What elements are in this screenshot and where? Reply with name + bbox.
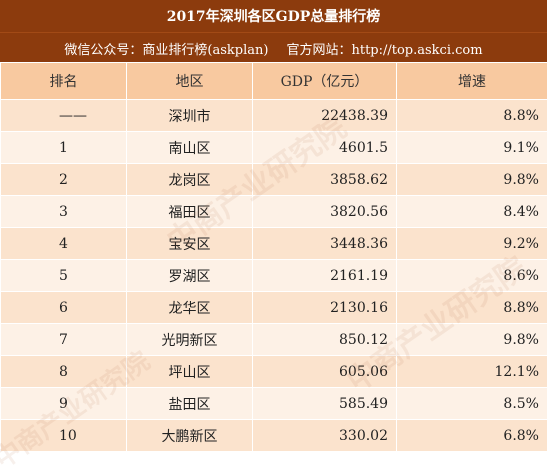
header-growth: 增速 xyxy=(397,63,547,100)
region-cell: 龙岗区 xyxy=(127,164,253,196)
gdp-cell: 3448.36 xyxy=(253,228,397,260)
growth-cell: 9.1% xyxy=(397,132,547,164)
region-cell: 罗湖区 xyxy=(127,260,253,292)
header-gdp: GDP（亿元） xyxy=(253,63,397,100)
region-cell: 光明新区 xyxy=(127,324,253,356)
gdp-table: 排名 地区 GDP（亿元） 增速 —— 深圳市 22438.39 8.8% 1 … xyxy=(0,62,547,452)
table-row: —— 深圳市 22438.39 8.8% xyxy=(1,100,547,132)
gdp-cell: 605.06 xyxy=(253,356,397,388)
header-region: 地区 xyxy=(127,63,253,100)
table-row: 9 盐田区 585.49 8.5% xyxy=(1,388,547,420)
rank-cell: 4 xyxy=(1,228,127,260)
region-cell: 龙华区 xyxy=(127,292,253,324)
region-cell: 南山区 xyxy=(127,132,253,164)
region-cell: 坪山区 xyxy=(127,356,253,388)
gdp-cell: 585.49 xyxy=(253,388,397,420)
growth-cell: 8.5% xyxy=(397,388,547,420)
rank-cell: 1 xyxy=(1,132,127,164)
growth-cell: 8.8% xyxy=(397,292,547,324)
rank-cell: 2 xyxy=(1,164,127,196)
table-row: 5 罗湖区 2161.19 8.6% xyxy=(1,260,547,292)
gdp-cell: 330.02 xyxy=(253,420,397,452)
rank-cell: 8 xyxy=(1,356,127,388)
growth-cell: 6.8% xyxy=(397,420,547,452)
header-rank: 排名 xyxy=(1,63,127,100)
table-row: 4 宝安区 3448.36 9.2% xyxy=(1,228,547,260)
gdp-cell: 3858.62 xyxy=(253,164,397,196)
table-title: 2017年深圳各区GDP总量排行榜 xyxy=(0,0,547,32)
website-text: 官方网站：http://top.askci.com xyxy=(286,39,482,58)
table-row: 10 大鹏新区 330.02 6.8% xyxy=(1,420,547,452)
table-row: 6 龙华区 2130.16 8.8% xyxy=(1,292,547,324)
rank-cell: 7 xyxy=(1,324,127,356)
growth-cell: 12.1% xyxy=(397,356,547,388)
gdp-cell: 4601.5 xyxy=(253,132,397,164)
growth-cell: 9.2% xyxy=(397,228,547,260)
growth-cell: 8.6% xyxy=(397,260,547,292)
table-row: 3 福田区 3820.56 8.4% xyxy=(1,196,547,228)
growth-cell: 9.8% xyxy=(397,324,547,356)
region-cell: 宝安区 xyxy=(127,228,253,260)
growth-cell: 8.4% xyxy=(397,196,547,228)
title-text: 2017年深圳各区GDP总量排行榜 xyxy=(167,6,381,26)
rank-cell: 5 xyxy=(1,260,127,292)
rank-cell: 3 xyxy=(1,196,127,228)
gdp-cell: 2161.19 xyxy=(253,260,397,292)
gdp-cell: 22438.39 xyxy=(253,100,397,132)
table-row: 1 南山区 4601.5 9.1% xyxy=(1,132,547,164)
rank-cell: 10 xyxy=(1,420,127,452)
growth-cell: 9.8% xyxy=(397,164,547,196)
wechat-text: 微信公众号：商业排行榜(askplan) xyxy=(64,39,268,58)
header-row: 排名 地区 GDP（亿元） 增速 xyxy=(1,63,547,100)
region-cell: 大鹏新区 xyxy=(127,420,253,452)
rank-cell: 6 xyxy=(1,292,127,324)
gdp-cell: 2130.16 xyxy=(253,292,397,324)
table-row: 8 坪山区 605.06 12.1% xyxy=(1,356,547,388)
table-row: 2 龙岗区 3858.62 9.8% xyxy=(1,164,547,196)
rank-cell: 9 xyxy=(1,388,127,420)
growth-cell: 8.8% xyxy=(397,100,547,132)
region-cell: 深圳市 xyxy=(127,100,253,132)
source-info: 微信公众号：商业排行榜(askplan) 官方网站：http://top.ask… xyxy=(0,32,547,63)
gdp-cell: 3820.56 xyxy=(253,196,397,228)
region-cell: 福田区 xyxy=(127,196,253,228)
table-row: 7 光明新区 850.12 9.8% xyxy=(1,324,547,356)
region-cell: 盐田区 xyxy=(127,388,253,420)
rank-cell: —— xyxy=(1,100,127,132)
gdp-cell: 850.12 xyxy=(253,324,397,356)
